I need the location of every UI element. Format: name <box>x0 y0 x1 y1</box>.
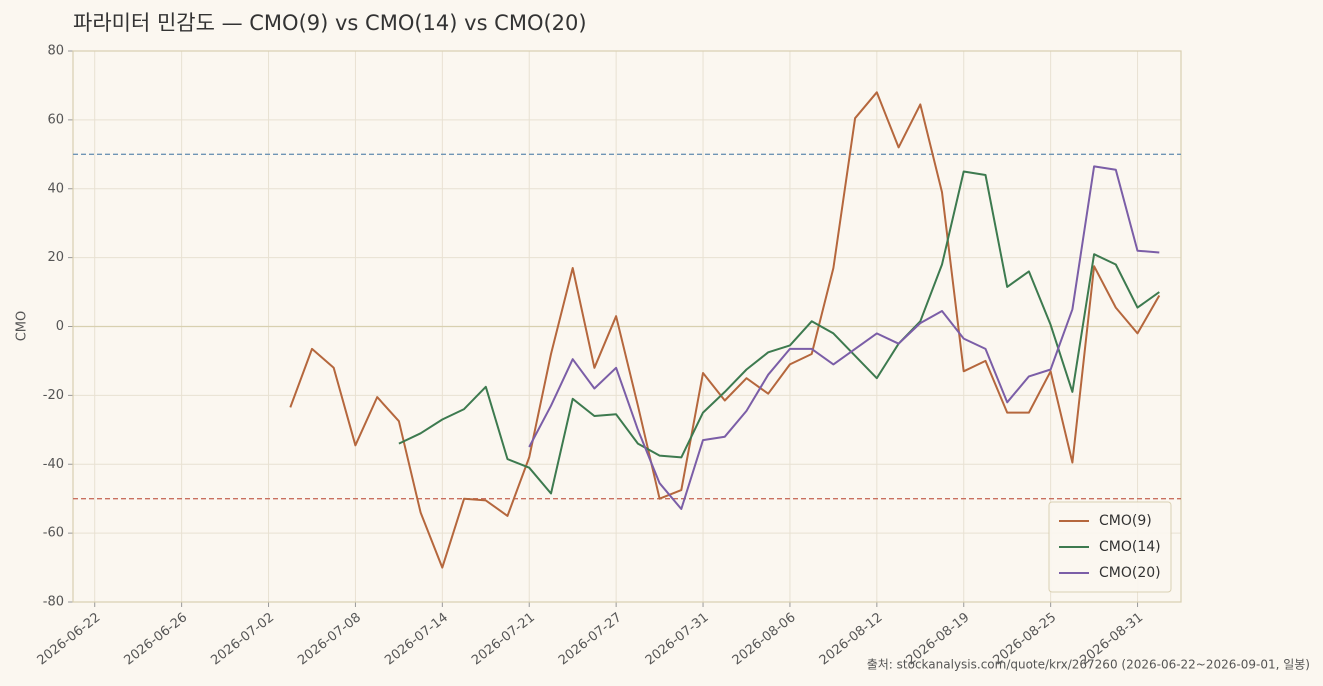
y-tick-label: -40 <box>43 457 64 472</box>
y-tick-label: 20 <box>47 250 64 265</box>
y-tick-label: 60 <box>47 112 64 127</box>
legend-label: CMO(9) <box>1099 513 1152 529</box>
source-note: 출처: stockanalysis.com/quote/krx/267260 (… <box>867 658 1310 672</box>
y-tick-label: -60 <box>43 526 64 541</box>
y-tick-label: 80 <box>47 44 64 59</box>
series-line <box>289 91 1161 569</box>
series-line <box>398 170 1160 495</box>
y-tick-label: -80 <box>43 595 64 610</box>
series-line <box>528 165 1160 510</box>
y-axis-label: CMO <box>15 311 30 342</box>
legend-label: CMO(20) <box>1099 565 1161 581</box>
legend-box <box>1048 501 1172 593</box>
y-tick-label: -20 <box>43 388 64 403</box>
y-tick-label: 40 <box>47 181 64 196</box>
y-tick-label: 0 <box>56 319 64 334</box>
legend-label: CMO(14) <box>1099 539 1161 555</box>
chart-title: 파라미터 민감도 — CMO(9) vs CMO(14) vs CMO(20) <box>73 11 587 35</box>
